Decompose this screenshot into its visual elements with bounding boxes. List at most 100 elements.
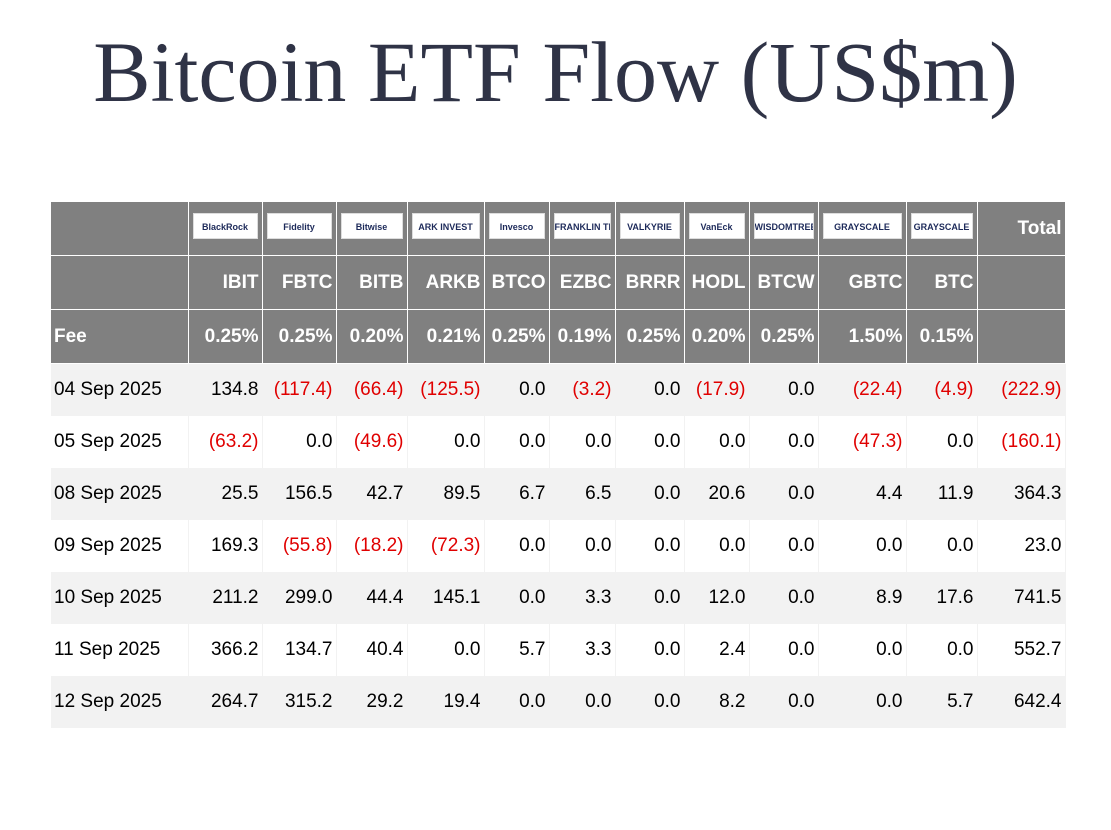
header-cell: VanEck <box>684 202 750 256</box>
flow-value: (4.9) <box>906 363 978 416</box>
data-row: 11 Sep 2025 366.2 134.7 40.4 0.0 5.7 3.3 0.0 2.4… <box>51 624 1066 676</box>
fee: 0.15% <box>906 309 978 364</box>
total-header: Total <box>977 202 1066 256</box>
ticker: BTCW <box>749 255 819 310</box>
date: 05 Sep 2025 <box>51 416 189 468</box>
flow-value: 134.7 <box>262 624 337 676</box>
ticker-row: IBIT FBTC BITB ARKB BTCO EZBC BRRR HODL BTCW GBTC… <box>51 255 1066 310</box>
data-row: 05 Sep 2025 (63.2) 0.0 (49.6) 0.0 0.0 0.0 0.0 0.… <box>51 416 1066 468</box>
flow-value: 0.0 <box>684 416 750 468</box>
flow-value: 5.7 <box>484 624 550 676</box>
data-row: 08 Sep 2025 25.5 156.5 42.7 89.5 6.7 6.5 0.0 20.… <box>51 468 1066 520</box>
flow-value: 0.0 <box>906 624 978 676</box>
flow-value: 89.5 <box>407 468 485 520</box>
issuer-logo: Invesco <box>488 212 545 239</box>
issuer-logo: VALKYRIE <box>619 212 680 239</box>
flow-value: 0.0 <box>749 676 819 728</box>
header-cell: ARK INVEST <box>407 202 485 256</box>
flow-value: 0.0 <box>484 520 550 572</box>
flow-value: 366.2 <box>188 624 263 676</box>
flow-value: 5.7 <box>906 676 978 728</box>
flow-value: 169.3 <box>188 520 263 572</box>
fee: 0.21% <box>407 309 485 364</box>
header-cell: Fidelity <box>262 202 337 256</box>
flow-value: 0.0 <box>749 416 819 468</box>
flow-value: 0.0 <box>749 468 819 520</box>
flow-value: (222.9) <box>977 363 1066 416</box>
fee: 0.25% <box>615 309 685 364</box>
fee: 0.19% <box>549 309 616 364</box>
date: 08 Sep 2025 <box>51 468 189 520</box>
flow-value: (22.4) <box>818 363 907 416</box>
flow-value: 0.0 <box>906 416 978 468</box>
flow-value: 0.0 <box>484 416 550 468</box>
ticker: BRRR <box>615 255 685 310</box>
flow-value: 44.4 <box>336 572 408 624</box>
header-cell <box>51 255 189 310</box>
flow-value: 0.0 <box>549 416 616 468</box>
flow-value: 0.0 <box>615 468 685 520</box>
flow-value: 642.4 <box>977 676 1066 728</box>
flow-value: 0.0 <box>749 363 819 416</box>
header-cell: VALKYRIE <box>615 202 685 256</box>
date: 04 Sep 2025 <box>51 363 189 416</box>
flow-value: 20.6 <box>684 468 750 520</box>
flow-value: 0.0 <box>818 624 907 676</box>
flow-value: 0.0 <box>615 520 685 572</box>
flow-value: 42.7 <box>336 468 408 520</box>
flow-value: 4.4 <box>818 468 907 520</box>
issuer-logo: WISDOMTREE <box>753 212 814 239</box>
flow-value: 0.0 <box>615 624 685 676</box>
flow-value: 299.0 <box>262 572 337 624</box>
flow-value: 25.5 <box>188 468 263 520</box>
flow-value: 8.9 <box>818 572 907 624</box>
flow-value: (18.2) <box>336 520 408 572</box>
issuer-logo: FRANKLIN TEMPLETON <box>553 212 611 239</box>
flow-value: 134.8 <box>188 363 263 416</box>
header-cell: WISDOMTREE <box>749 202 819 256</box>
issuer-logo: Fidelity <box>266 212 332 239</box>
flow-value: 12.0 <box>684 572 750 624</box>
issuer-logo: VanEck <box>688 212 745 239</box>
flow-value: (160.1) <box>977 416 1066 468</box>
fee: 0.25% <box>188 309 263 364</box>
flow-value: 0.0 <box>484 676 550 728</box>
issuer-logo: BlackRock <box>192 212 258 239</box>
flow-value: (3.2) <box>549 363 616 416</box>
flow-value: 145.1 <box>407 572 485 624</box>
flow-value: 0.0 <box>615 363 685 416</box>
fee-row: Fee 0.25% 0.25% 0.20% 0.21% 0.25% 0.19% 0.25% 0.… <box>51 309 1066 364</box>
flow-value: 364.3 <box>977 468 1066 520</box>
flow-value: (72.3) <box>407 520 485 572</box>
header-cell: Bitwise <box>336 202 408 256</box>
flow-value: 264.7 <box>188 676 263 728</box>
flow-value: 0.0 <box>615 676 685 728</box>
flow-value: (125.5) <box>407 363 485 416</box>
issuer-logo: GRAYSCALE <box>822 212 902 239</box>
data-row: 04 Sep 2025 134.8 (117.4) (66.4) (125.5) 0.0(… <box>51 363 1066 416</box>
flow-value: (55.8) <box>262 520 337 572</box>
data-row: 12 Sep 2025 264.7 315.2 29.2 19.4 0.0 0.0 0.0 8.… <box>51 676 1066 728</box>
flow-table: BlackRock Fidelity Bitwise ARK INVEST Invesc… <box>51 202 1066 728</box>
ticker: GBTC <box>818 255 907 310</box>
flow-value: 156.5 <box>262 468 337 520</box>
flow-value: 8.2 <box>684 676 750 728</box>
header-cell: Invesco <box>484 202 550 256</box>
flow-value: 315.2 <box>262 676 337 728</box>
flow-value: 0.0 <box>407 624 485 676</box>
flow-value: 40.4 <box>336 624 408 676</box>
header-cell: GRAYSCALE <box>818 202 907 256</box>
flow-value: 17.6 <box>906 572 978 624</box>
issuer-logo: Bitwise <box>340 212 403 239</box>
flow-value: (49.6) <box>336 416 408 468</box>
date: 11 Sep 2025 <box>51 624 189 676</box>
flow-value: 29.2 <box>336 676 408 728</box>
date: 12 Sep 2025 <box>51 676 189 728</box>
flow-value: 0.0 <box>484 572 550 624</box>
flow-value: (17.9) <box>684 363 750 416</box>
flow-value: 3.3 <box>549 572 616 624</box>
ticker: IBIT <box>188 255 263 310</box>
date: 09 Sep 2025 <box>51 520 189 572</box>
data-row: 09 Sep 2025 169.3 (55.8) (18.2) (72.3) 0.0 0.0… <box>51 520 1066 572</box>
